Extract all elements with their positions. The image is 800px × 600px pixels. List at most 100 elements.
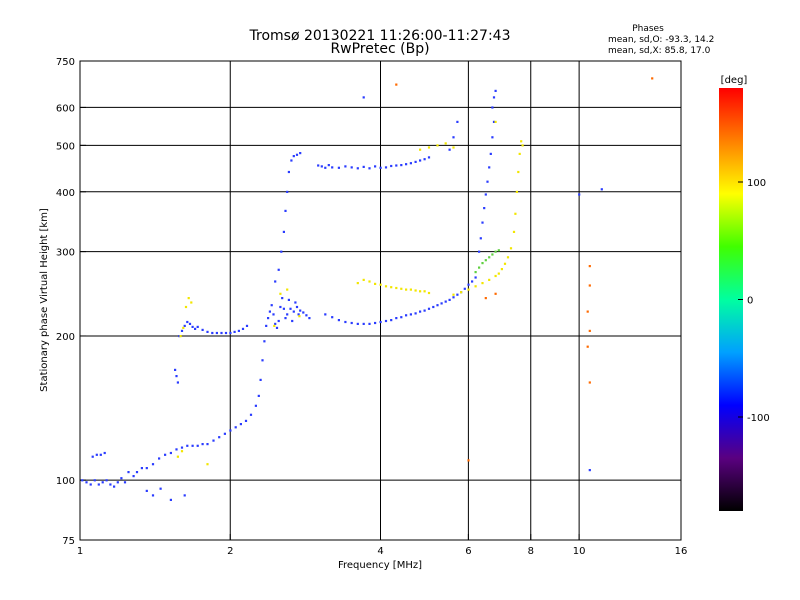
- data-point: [294, 301, 297, 304]
- data-point: [423, 309, 426, 312]
- data-point: [105, 479, 108, 482]
- data-point: [206, 443, 209, 446]
- data-point: [440, 302, 443, 305]
- data-point: [414, 289, 417, 292]
- x-tick-label: 1: [77, 546, 83, 557]
- data-point: [257, 394, 260, 397]
- data-point: [600, 188, 603, 191]
- data-point: [215, 331, 218, 335]
- data-point: [295, 305, 299, 309]
- data-point: [488, 166, 491, 169]
- data-point: [331, 316, 334, 319]
- x-tick-label: 2: [227, 546, 233, 557]
- data-point: [481, 221, 484, 224]
- data-point: [463, 287, 466, 290]
- data-point: [427, 156, 431, 159]
- data-point: [384, 319, 388, 323]
- y-tick-label: 75: [62, 536, 75, 547]
- data-point: [123, 481, 127, 484]
- data-point: [400, 287, 403, 290]
- data-points: [81, 77, 654, 501]
- data-point: [362, 96, 365, 99]
- data-point: [270, 304, 273, 307]
- data-point: [478, 266, 481, 269]
- data-point: [169, 498, 172, 501]
- data-point: [379, 166, 382, 169]
- data-point: [456, 293, 459, 296]
- data-point: [286, 190, 289, 193]
- data-point: [302, 311, 305, 314]
- colorbar-tick-label: -100: [747, 413, 770, 424]
- data-point: [145, 489, 148, 492]
- series-stray: [395, 77, 654, 462]
- data-point: [390, 286, 393, 289]
- data-point: [494, 250, 497, 253]
- data-point: [282, 307, 285, 310]
- data-point: [586, 345, 589, 348]
- colorbar-tick-label: 100: [747, 178, 766, 189]
- data-point: [509, 247, 513, 250]
- data-point: [186, 320, 189, 324]
- data-point: [414, 160, 417, 163]
- data-point: [277, 319, 280, 323]
- data-point: [506, 256, 510, 259]
- data-point: [89, 483, 92, 486]
- y-tick-label: 300: [56, 248, 75, 259]
- data-point: [350, 166, 353, 169]
- data-point: [187, 297, 190, 300]
- data-point: [265, 324, 268, 327]
- data-point: [188, 322, 192, 325]
- data-point: [356, 167, 359, 170]
- data-point: [158, 457, 161, 460]
- chart-subtitle: RwPretec (Bp): [330, 41, 429, 57]
- data-point: [212, 439, 215, 442]
- data-point: [218, 436, 221, 439]
- grid-lines: [80, 61, 681, 540]
- y-tick-label: 750: [56, 57, 75, 68]
- data-point: [286, 288, 289, 291]
- data-point: [419, 159, 422, 162]
- data-point: [492, 120, 496, 123]
- data-point: [444, 300, 447, 303]
- data-point: [489, 152, 492, 155]
- data-point: [174, 368, 177, 371]
- data-point: [362, 165, 365, 168]
- data-point: [196, 444, 199, 447]
- data-point: [275, 326, 279, 329]
- data-point: [471, 280, 474, 283]
- series-o: [81, 89, 603, 501]
- data-point: [91, 455, 94, 458]
- data-point: [405, 288, 408, 291]
- data-point: [259, 378, 262, 381]
- data-point: [514, 212, 517, 215]
- chart-title: Tromsø 20130221 11:26:00-11:27:43: [249, 28, 511, 44]
- data-point: [224, 331, 228, 335]
- data-point: [201, 328, 204, 331]
- data-point: [512, 230, 516, 233]
- data-point: [494, 89, 497, 92]
- data-point: [191, 325, 194, 328]
- data-point: [492, 96, 496, 99]
- data-point: [267, 317, 270, 320]
- x-tick-label: 6: [465, 546, 471, 557]
- data-point: [320, 165, 323, 168]
- data-point: [494, 120, 497, 123]
- data-point: [588, 284, 591, 287]
- data-point: [135, 471, 139, 474]
- data-point: [299, 152, 302, 155]
- data-point: [273, 324, 276, 327]
- data-point: [279, 305, 282, 309]
- data-point: [229, 331, 232, 335]
- data-point: [452, 146, 455, 149]
- data-point: [164, 453, 167, 456]
- data-point: [201, 443, 204, 446]
- data-point: [196, 325, 199, 328]
- y-tick-label: 200: [56, 332, 75, 343]
- y-tick-label: 100: [56, 476, 75, 487]
- data-point: [103, 451, 106, 455]
- data-point: [132, 475, 135, 478]
- data-point: [175, 375, 178, 378]
- phase-stats-header: Phases: [632, 24, 664, 34]
- data-point: [220, 331, 223, 335]
- data-point: [484, 297, 487, 300]
